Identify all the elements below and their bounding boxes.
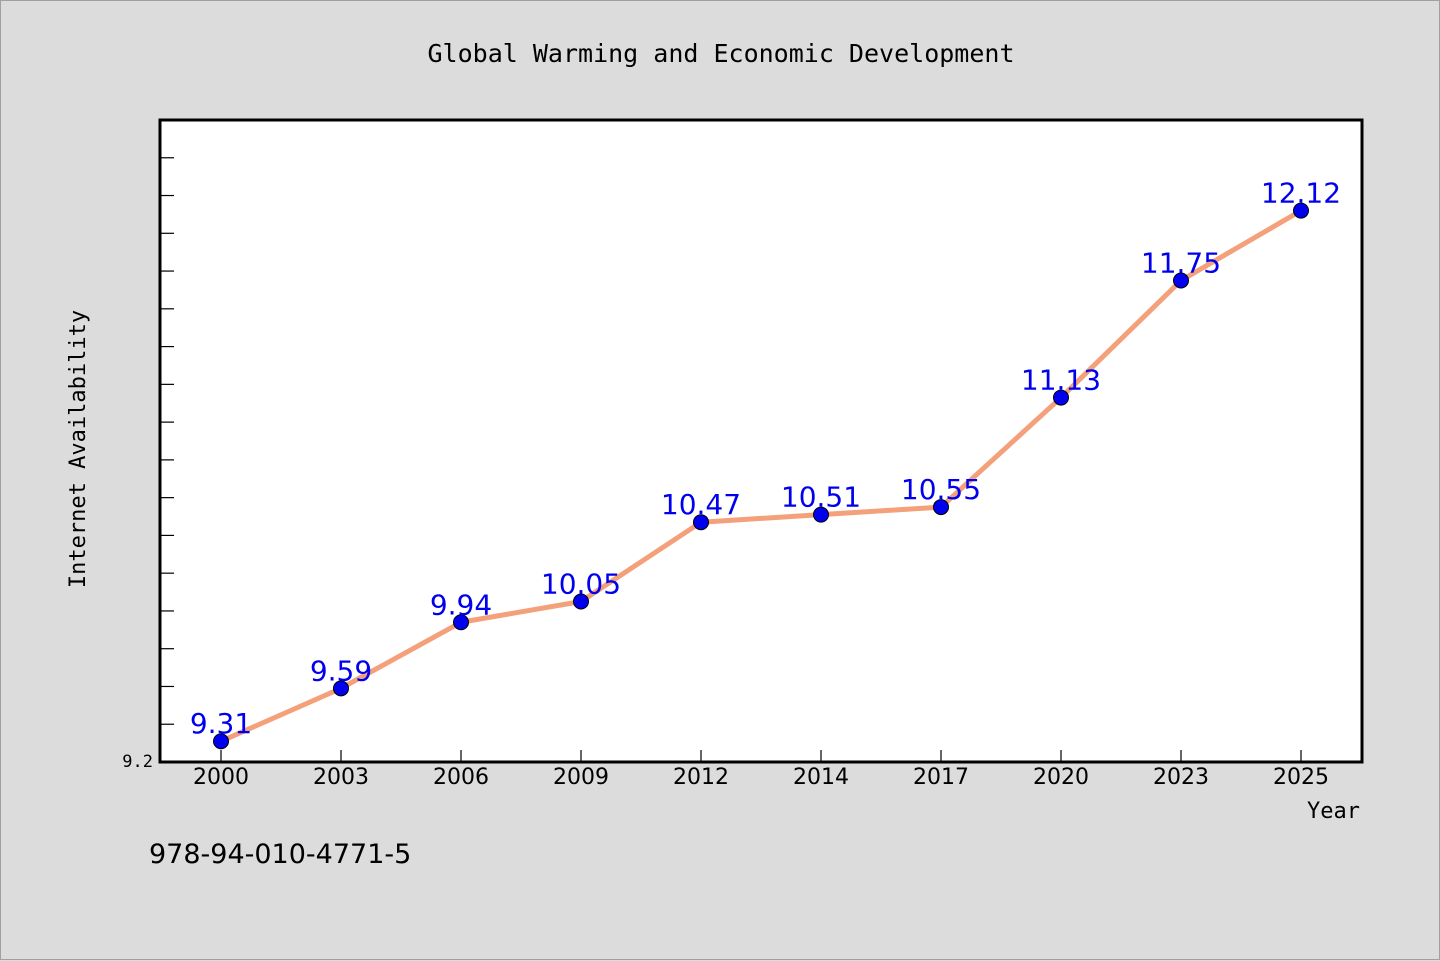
data-point xyxy=(1053,389,1069,406)
y-axis-ticks xyxy=(160,119,174,763)
data-point xyxy=(453,614,469,631)
x-axis-label: Year xyxy=(1307,799,1360,824)
series-markers xyxy=(213,202,1309,750)
data-label: 10.55 xyxy=(901,473,981,506)
data-labels: 9.31 9.59 9.94 10.05 10.47 10.51 10.55 11.13 11.… xyxy=(190,177,1341,741)
x-tick-label: 2020 xyxy=(1033,765,1089,790)
y-tick-label: 9.2 xyxy=(122,752,153,772)
x-axis-ticks xyxy=(220,750,1302,762)
data-label: 11.13 xyxy=(1021,364,1101,397)
y-axis-label: Internet Availability xyxy=(66,310,91,588)
data-label: 10.51 xyxy=(781,481,861,514)
footnote: 978-94-010-4771-5 xyxy=(149,839,411,870)
data-point xyxy=(1173,272,1189,289)
data-point xyxy=(333,680,349,697)
data-point xyxy=(213,733,229,750)
x-tick-label: 2023 xyxy=(1153,765,1209,790)
data-label: 9.59 xyxy=(310,654,372,687)
data-point xyxy=(693,514,709,531)
x-tick-label: 2009 xyxy=(553,765,609,790)
x-tick-label: 2025 xyxy=(1273,765,1329,790)
x-tick-label: 2017 xyxy=(913,765,969,790)
data-label: 10.05 xyxy=(541,568,621,601)
data-label: 11.75 xyxy=(1141,247,1221,280)
data-label: 10.47 xyxy=(661,488,741,521)
data-point xyxy=(933,499,949,516)
x-tick-label: 2014 xyxy=(793,765,849,790)
x-tick-label: 2012 xyxy=(673,765,729,790)
x-tick-label: 2000 xyxy=(193,765,249,790)
x-tick-label: 2003 xyxy=(313,765,369,790)
data-point xyxy=(813,506,829,523)
data-label: 9.31 xyxy=(190,707,252,740)
chart-title: Global Warming and Economic Development xyxy=(428,39,1015,68)
data-point xyxy=(1293,202,1309,219)
plot-area xyxy=(158,118,1364,764)
x-axis-tick-labels: 2000 2003 2006 2009 2012 2014 2017 2020 2023 2025 xyxy=(193,765,1329,790)
data-label: 9.94 xyxy=(430,588,492,621)
data-point xyxy=(573,593,589,610)
data-label: 12.12 xyxy=(1261,177,1341,210)
series-line xyxy=(218,208,1304,744)
x-tick-label: 2006 xyxy=(433,765,489,790)
